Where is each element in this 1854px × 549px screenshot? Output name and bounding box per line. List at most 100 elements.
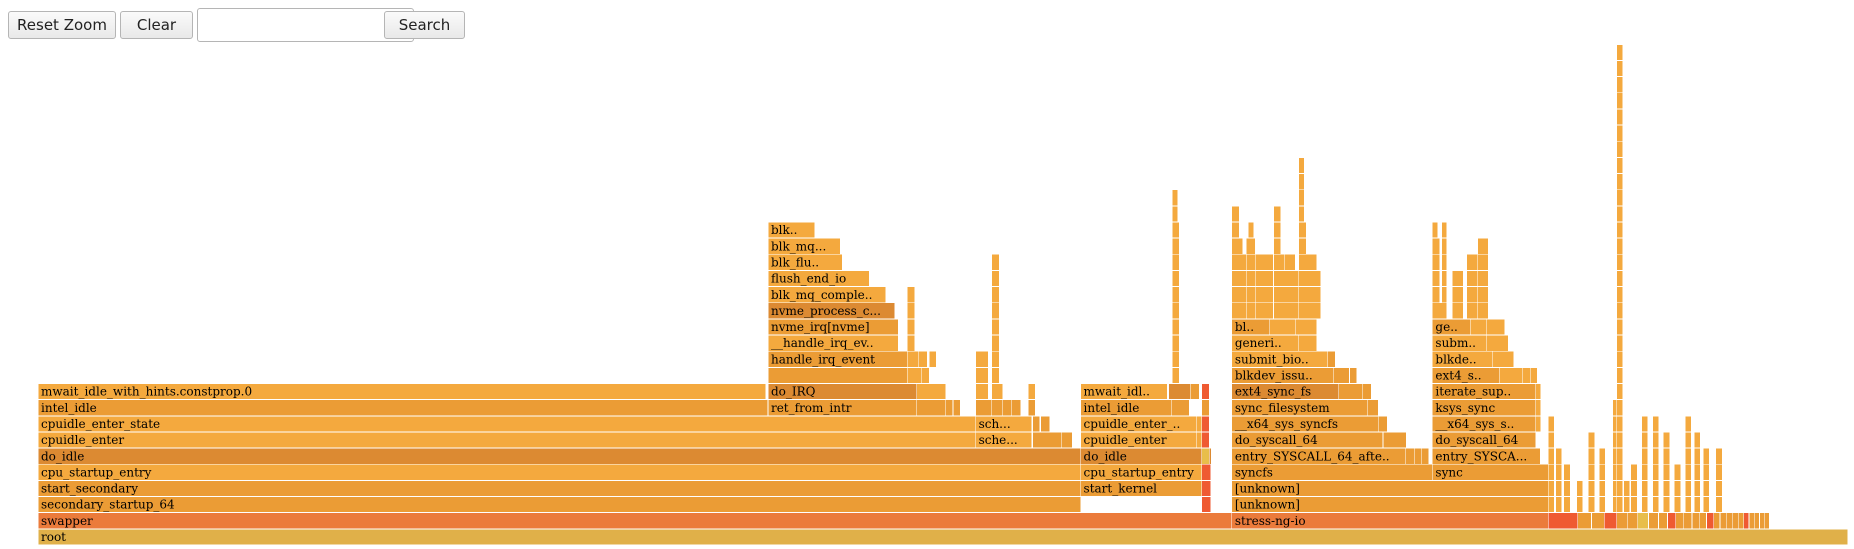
flame-frame-small[interactable] bbox=[1616, 108, 1624, 126]
flame-frame-small[interactable] bbox=[1201, 464, 1212, 481]
flame-frame-small[interactable] bbox=[991, 318, 1000, 336]
flame-frame-small[interactable] bbox=[1273, 270, 1300, 287]
flame-frame-small[interactable] bbox=[1616, 205, 1624, 223]
flame-frame-small[interactable] bbox=[1522, 367, 1531, 384]
flame-frame-small[interactable] bbox=[1693, 464, 1701, 481]
flame-frame[interactable] bbox=[767, 286, 886, 303]
flame-frame-small[interactable] bbox=[1486, 334, 1509, 352]
flame-frame-small[interactable] bbox=[1231, 221, 1240, 239]
flame-frame-small[interactable] bbox=[1691, 512, 1700, 529]
flame-frame-small[interactable] bbox=[1477, 302, 1489, 320]
flame-frame-small[interactable] bbox=[1616, 334, 1624, 352]
flame-frame-small[interactable] bbox=[1477, 286, 1489, 303]
flame-frame-small[interactable] bbox=[1616, 157, 1624, 174]
flame-frame-small[interactable] bbox=[1171, 270, 1180, 287]
flame-frame-small[interactable] bbox=[1032, 431, 1062, 449]
flame-frame-small[interactable] bbox=[1032, 415, 1041, 433]
flame-frame-small[interactable] bbox=[907, 318, 915, 336]
flame-frame-small[interactable] bbox=[975, 351, 989, 368]
flame-frame[interactable] bbox=[1080, 431, 1206, 449]
flame-frame-small[interactable] bbox=[917, 351, 928, 368]
flame-frame[interactable] bbox=[1231, 447, 1406, 465]
flame-frame-small[interactable] bbox=[1673, 480, 1681, 497]
flame-frame[interactable] bbox=[1080, 415, 1206, 433]
flame-frame-small[interactable] bbox=[1466, 254, 1478, 271]
flame-frame-small[interactable] bbox=[1616, 76, 1624, 93]
flame-frame-small[interactable] bbox=[1663, 431, 1671, 449]
search-input[interactable] bbox=[197, 8, 414, 42]
flame-frame[interactable] bbox=[1231, 431, 1384, 449]
flame-frame-small[interactable] bbox=[1652, 415, 1660, 433]
flame-frame[interactable] bbox=[37, 383, 766, 400]
flame-frame-small[interactable] bbox=[1171, 351, 1180, 368]
flame-frame-small[interactable] bbox=[1366, 399, 1379, 416]
flame-frame-small[interactable] bbox=[1231, 205, 1240, 223]
flame-frame-small[interactable] bbox=[1338, 383, 1363, 400]
flame-frame-small[interactable] bbox=[1255, 270, 1274, 287]
flame-frame[interactable] bbox=[1231, 480, 1549, 497]
flame-frame-small[interactable] bbox=[1011, 399, 1022, 416]
flame-frame-small[interactable] bbox=[1349, 367, 1358, 384]
flame-frame-small[interactable] bbox=[921, 367, 930, 384]
flame-frame-small[interactable] bbox=[1616, 44, 1624, 61]
flame-frame-small[interactable] bbox=[1726, 512, 1733, 529]
flame-frame-small[interactable] bbox=[1663, 464, 1671, 481]
flame-frame[interactable] bbox=[767, 334, 899, 352]
flame-frame-small[interactable] bbox=[975, 399, 993, 416]
flame-frame-small[interactable] bbox=[1587, 480, 1595, 497]
flame-frame-small[interactable] bbox=[1698, 512, 1707, 529]
flame-frame-small[interactable] bbox=[1684, 464, 1692, 481]
flame-frame[interactable] bbox=[37, 512, 1233, 529]
flame-frame[interactable] bbox=[767, 254, 843, 271]
flame-frame-small[interactable] bbox=[1332, 367, 1350, 384]
flame-frame[interactable] bbox=[1432, 318, 1471, 336]
flame-frame[interactable] bbox=[767, 351, 908, 368]
flame-frame-small[interactable] bbox=[1648, 512, 1659, 529]
flame-frame-small[interactable] bbox=[1630, 480, 1638, 497]
flame-frame-small[interactable] bbox=[916, 383, 947, 400]
flame-frame-small[interactable] bbox=[1673, 464, 1681, 481]
flame-frame-small[interactable] bbox=[1547, 447, 1555, 465]
flame-frame[interactable] bbox=[767, 383, 918, 400]
flame-frame-small[interactable] bbox=[1616, 141, 1624, 158]
flame-frame-small[interactable] bbox=[1171, 254, 1180, 271]
flame-frame-small[interactable] bbox=[1587, 431, 1595, 449]
flame-frame-small[interactable] bbox=[1667, 512, 1676, 529]
flame-frame-small[interactable] bbox=[1743, 512, 1750, 529]
flame-frame-small[interactable] bbox=[945, 399, 954, 416]
flame-frame-small[interactable] bbox=[1273, 254, 1285, 271]
flame-frame[interactable] bbox=[1080, 383, 1168, 400]
flame-frame-small[interactable] bbox=[1652, 480, 1660, 497]
flame-frame-small[interactable] bbox=[1641, 447, 1649, 465]
flame-frame[interactable] bbox=[1231, 415, 1379, 433]
flame-frame[interactable] bbox=[1432, 464, 1549, 481]
flame-frame-small[interactable] bbox=[1598, 496, 1606, 513]
flame-frame-small[interactable] bbox=[1637, 512, 1649, 529]
flame-frame-small[interactable] bbox=[952, 399, 961, 416]
flame-frame[interactable] bbox=[37, 480, 1081, 497]
flame-frame-small[interactable] bbox=[1327, 351, 1336, 368]
flame-frame[interactable] bbox=[37, 464, 1081, 481]
flame-frame-small[interactable] bbox=[1693, 447, 1701, 465]
flame-frame-small[interactable] bbox=[1441, 270, 1448, 287]
flame-frame[interactable] bbox=[37, 496, 1081, 513]
flame-frame-small[interactable] bbox=[1201, 415, 1210, 433]
flame-frame-small[interactable] bbox=[907, 286, 915, 303]
flame-frame-small[interactable] bbox=[1713, 512, 1721, 529]
flame-frame-small[interactable] bbox=[1693, 431, 1701, 449]
flame-frame-small[interactable] bbox=[1491, 351, 1515, 368]
flame-frame-small[interactable] bbox=[1598, 480, 1606, 497]
flame-frame-small[interactable] bbox=[1171, 238, 1180, 255]
flame-frame-small[interactable] bbox=[1246, 286, 1256, 303]
flame-frame-small[interactable] bbox=[1477, 254, 1489, 271]
flame-frame-small[interactable] bbox=[1616, 60, 1624, 77]
flame-frame-small[interactable] bbox=[1616, 399, 1624, 416]
flame-frame-small[interactable] bbox=[1563, 464, 1571, 481]
flame-frame-small[interactable] bbox=[1702, 447, 1710, 465]
flame-frame[interactable] bbox=[1432, 351, 1493, 368]
flame-frame-small[interactable] bbox=[1040, 415, 1051, 433]
flame-frame[interactable] bbox=[37, 447, 1081, 465]
flame-frame-small[interactable] bbox=[1616, 415, 1624, 433]
flame-frame-small[interactable] bbox=[1555, 447, 1563, 465]
flame-frame-small[interactable] bbox=[1764, 512, 1770, 529]
